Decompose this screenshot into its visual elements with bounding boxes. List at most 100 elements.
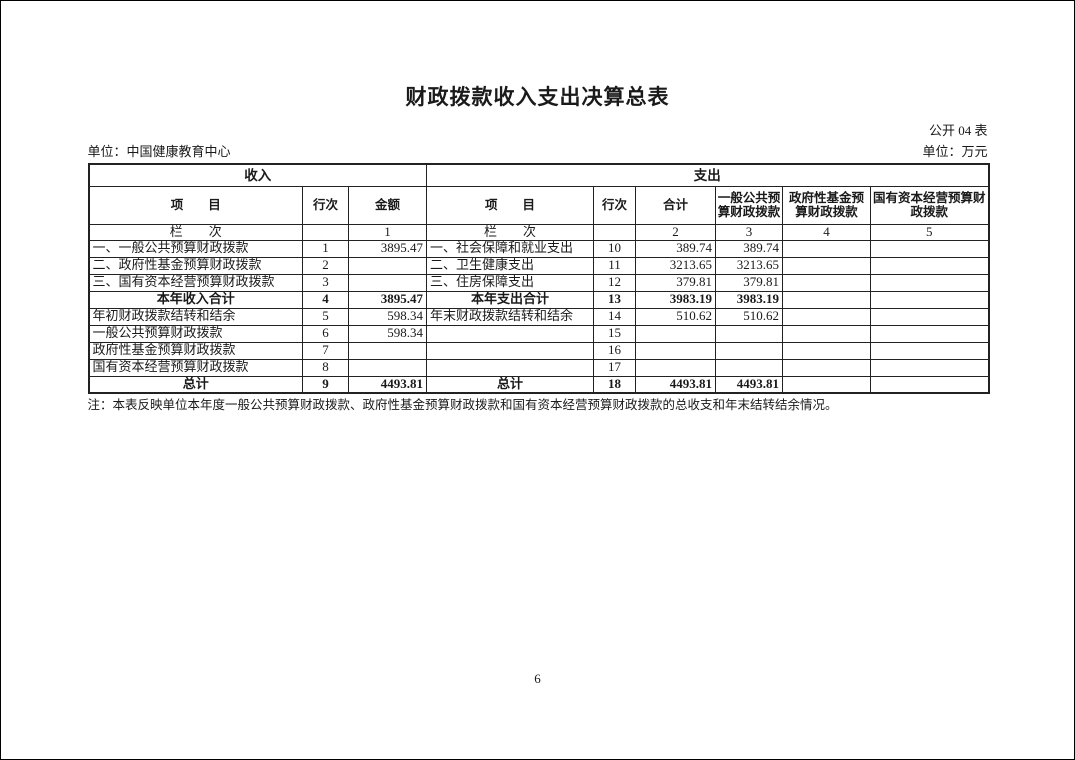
expense-state-capital-cell: [870, 290, 989, 309]
expense-general-budget-cell: 3983.19: [715, 290, 783, 309]
income-item-cell: 本年收入合计: [88, 290, 303, 309]
expense-index-cell: 5: [870, 223, 989, 241]
income-item-cell: 二、政府性基金预算财政拨款: [88, 256, 303, 275]
table-code-label: 公开 04 表: [928, 123, 988, 138]
expense-state-capital-header: 国有资本经营预算财政拨款: [870, 185, 989, 225]
expense-total-cell: [635, 324, 716, 343]
expense-item-header: 项 目: [426, 185, 594, 225]
expense-item-cell: [426, 341, 594, 360]
expense-gov-fund-cell: [782, 307, 871, 326]
income-line-header: 行次: [302, 185, 349, 225]
expense-index-line-cell: [593, 223, 636, 241]
income-index-label-cell: 栏 次: [88, 223, 303, 241]
expense-line-header: 行次: [593, 185, 636, 225]
income-amount-cell: [348, 273, 427, 292]
expense-line-cell: 12: [593, 273, 636, 292]
currency-unit-label: 单位：万元: [922, 144, 988, 159]
expense-gov-fund-cell: [782, 239, 871, 258]
income-index-line-cell: [302, 223, 349, 241]
income-amount-cell: [348, 358, 427, 377]
income-item-cell: 一般公共预算财政拨款: [88, 324, 303, 343]
expense-general-budget-cell: 3213.65: [715, 256, 783, 275]
meta-row: 单位：中国健康教育中心 单位：万元: [88, 144, 988, 160]
expense-general-budget-cell: 510.62: [715, 307, 783, 326]
expense-general-budget-cell: [715, 324, 783, 343]
income-amount-cell: 3895.47: [348, 290, 427, 309]
expense-gov-fund-cell: [782, 358, 871, 377]
expense-item-cell: [426, 358, 594, 377]
expense-gov-fund-cell: [782, 341, 871, 360]
expense-line-cell: 17: [593, 358, 636, 377]
table-row: 二、政府性基金预算财政拨款 2 二、卫生健康支出 11 3213.65 3213…: [88, 256, 989, 275]
expense-total-header: 合计: [635, 185, 716, 225]
expense-section-header: 支出: [426, 163, 989, 187]
table-row: 一般公共预算财政拨款 6 598.34 15: [88, 324, 989, 343]
expense-index-cell: 4: [782, 223, 871, 241]
expense-gov-fund-header: 政府性基金预算财政拨款: [782, 185, 871, 225]
expense-item-cell: 一、社会保障和就业支出: [426, 239, 594, 258]
expense-total-cell: 510.62: [635, 307, 716, 326]
table-row: 政府性基金预算财政拨款 7 16: [88, 341, 989, 360]
expense-total-cell: 379.81: [635, 273, 716, 292]
income-amount-cell: [348, 341, 427, 360]
table-row: 三、国有资本经营预算财政拨款 3 三、住房保障支出 12 379.81 379.…: [88, 273, 989, 292]
expense-state-capital-cell: [870, 239, 989, 258]
income-amount-cell: [348, 256, 427, 275]
income-line-cell: 2: [302, 256, 349, 275]
expense-general-budget-cell: 4493.81: [715, 375, 783, 394]
expense-line-cell: 14: [593, 307, 636, 326]
expense-state-capital-cell: [870, 341, 989, 360]
income-amount-cell: 598.34: [348, 324, 427, 343]
page-title: 财政拨款收入支出决算总表: [405, 86, 670, 109]
expense-item-cell: 年末财政拨款结转和结余: [426, 307, 594, 326]
expense-item-cell: 三、住房保障支出: [426, 273, 594, 292]
income-line-cell: 4: [302, 290, 349, 309]
expense-item-cell: 总计: [426, 375, 594, 394]
expense-line-cell: 18: [593, 375, 636, 394]
income-item-cell: 政府性基金预算财政拨款: [88, 341, 303, 360]
expense-index-cell: 3: [715, 223, 783, 241]
expense-state-capital-cell: [870, 307, 989, 326]
expense-state-capital-cell: [870, 256, 989, 275]
document-page: 财政拨款收入支出决算总表 公开 04 表 单位：中国健康教育中心 单位：万元 收…: [87, 85, 990, 413]
income-item-cell: 年初财政拨款结转和结余: [88, 307, 303, 326]
expense-gov-fund-cell: [782, 273, 871, 292]
expense-gov-fund-cell: [782, 324, 871, 343]
page-number: 6: [534, 671, 541, 686]
income-item-cell: 三、国有资本经营预算财政拨款: [88, 273, 303, 292]
income-amount-cell: 598.34: [348, 307, 427, 326]
expense-total-cell: 3983.19: [635, 290, 716, 309]
expense-index-cell: 2: [635, 223, 716, 241]
column-header-row: 项 目 行次 金额 项 目 行次 合计 一般公共预算财政拨款 政府性基金预算财政…: [88, 185, 989, 225]
income-line-cell: 3: [302, 273, 349, 292]
expense-gov-fund-cell: [782, 375, 871, 394]
income-line-cell: 8: [302, 358, 349, 377]
income-amount-cell: 4493.81: [348, 375, 427, 394]
income-item-cell: 总计: [88, 375, 303, 394]
income-amount-header: 金额: [348, 185, 427, 225]
expense-gov-fund-cell: [782, 290, 871, 309]
expense-state-capital-cell: [870, 358, 989, 377]
subtotal-row: 本年收入合计 4 3895.47 本年支出合计 13 3983.19 3983.…: [88, 290, 989, 309]
expense-general-budget-cell: 389.74: [715, 239, 783, 258]
expense-total-cell: [635, 341, 716, 360]
expense-line-cell: 15: [593, 324, 636, 343]
footnote-text: 注：本表反映单位本年度一般公共预算财政拨款、政府性基金预算财政拨款和国有资本经营…: [87, 398, 838, 412]
expense-total-cell: 3213.65: [635, 256, 716, 275]
expense-gov-fund-cell: [782, 256, 871, 275]
expense-state-capital-cell: [870, 273, 989, 292]
grand-total-row: 总计 9 4493.81 总计 18 4493.81 4493.81: [88, 375, 989, 394]
expense-state-capital-cell: [870, 324, 989, 343]
expense-line-cell: 16: [593, 341, 636, 360]
expense-total-cell: [635, 358, 716, 377]
expense-total-cell: 389.74: [635, 239, 716, 258]
expense-item-cell: 二、卫生健康支出: [426, 256, 594, 275]
expense-line-cell: 13: [593, 290, 636, 309]
table-row: 年初财政拨款结转和结余 5 598.34 年末财政拨款结转和结余 14 510.…: [88, 307, 989, 326]
expense-general-budget-header: 一般公共预算财政拨款: [715, 185, 783, 225]
income-line-cell: 9: [302, 375, 349, 394]
income-section-header: 收入: [88, 163, 427, 187]
income-line-cell: 1: [302, 239, 349, 258]
income-item-cell: 国有资本经营预算财政拨款: [88, 358, 303, 377]
income-line-cell: 5: [302, 307, 349, 326]
